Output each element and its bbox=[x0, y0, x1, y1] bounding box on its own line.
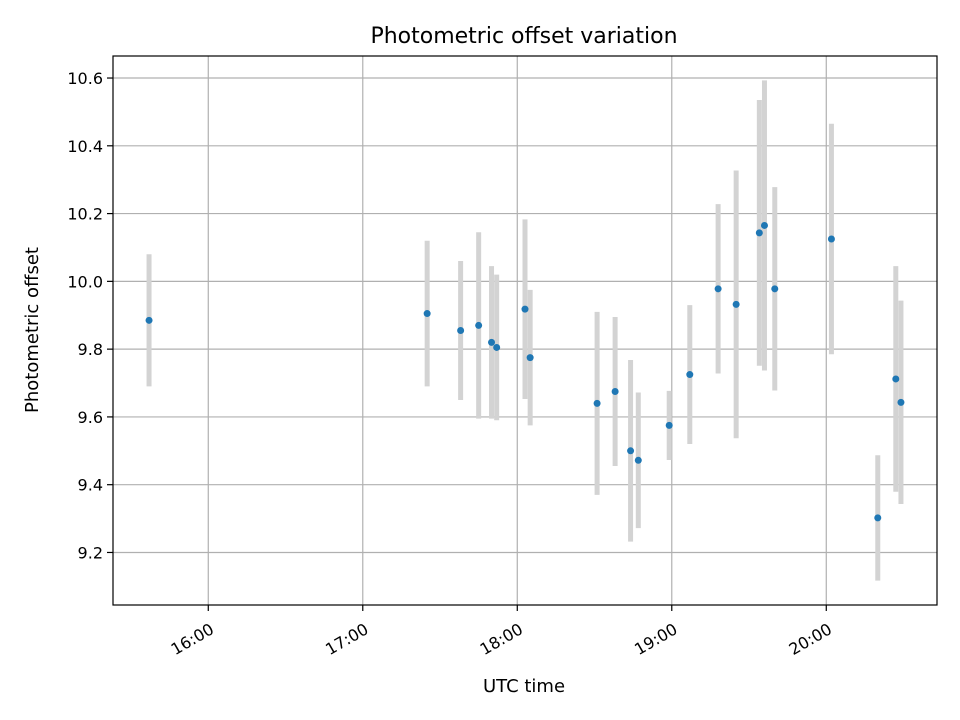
data-point bbox=[897, 398, 905, 406]
y-tick-label: 10.6 bbox=[67, 69, 103, 88]
y-tick-label: 9.2 bbox=[78, 543, 103, 562]
data-point bbox=[423, 310, 431, 318]
plot-frame bbox=[112, 55, 938, 606]
data-point bbox=[755, 229, 763, 237]
data-point bbox=[611, 388, 619, 395]
x-axis-title: UTC time bbox=[483, 676, 565, 697]
data-point bbox=[521, 305, 529, 313]
data-point bbox=[827, 235, 835, 243]
data-point bbox=[892, 375, 900, 383]
data-point bbox=[714, 285, 722, 293]
data-point bbox=[771, 285, 779, 293]
data-point bbox=[874, 514, 882, 522]
data-point bbox=[627, 447, 635, 455]
y-axis: 9.2 9.4 9.6 9.8 10.0 10.2 10.4 10.6 bbox=[67, 69, 113, 562]
data-point bbox=[488, 338, 496, 346]
data-point bbox=[593, 399, 601, 407]
data-point bbox=[686, 371, 694, 379]
y-tick-label: 10.0 bbox=[67, 272, 103, 291]
chart-title: Photometric offset variation bbox=[370, 24, 677, 49]
y-tick-label: 10.2 bbox=[67, 205, 103, 224]
data-point bbox=[760, 221, 768, 229]
y-tick-label: 9.8 bbox=[78, 340, 103, 359]
data-points bbox=[145, 221, 905, 522]
y-tick-label: 9.4 bbox=[78, 476, 103, 495]
data-point bbox=[526, 354, 534, 362]
data-point bbox=[634, 456, 642, 464]
data-point bbox=[457, 327, 465, 334]
y-tick-label: 10.4 bbox=[67, 137, 103, 156]
data-point bbox=[493, 343, 501, 351]
y-axis-title: Photometric offset bbox=[22, 247, 43, 413]
data-point bbox=[732, 300, 740, 308]
data-point bbox=[475, 321, 483, 329]
data-point bbox=[145, 316, 153, 324]
data-point bbox=[665, 421, 673, 429]
y-tick-label: 9.6 bbox=[78, 408, 103, 427]
